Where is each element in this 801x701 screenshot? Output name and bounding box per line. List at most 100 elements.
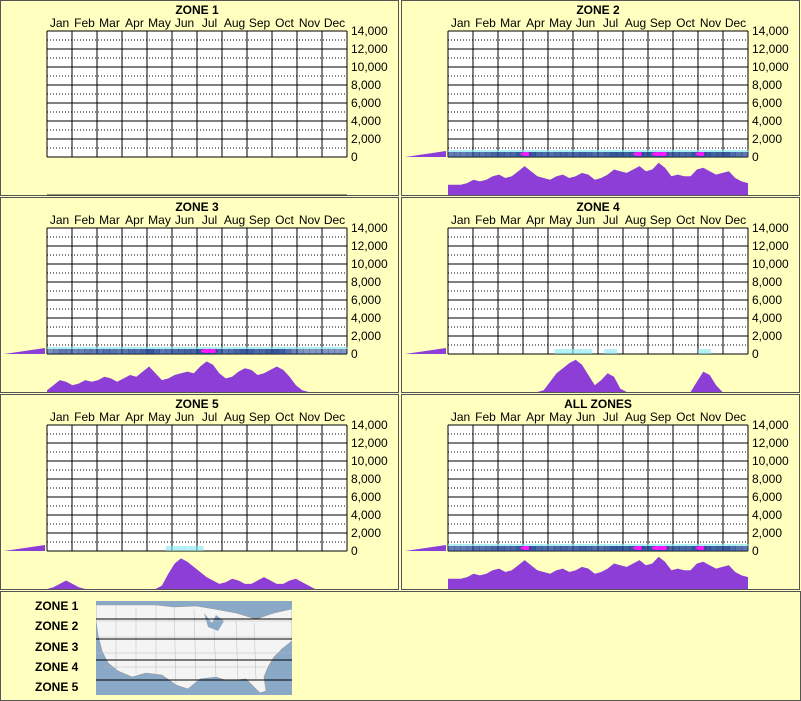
y-tick-label: 0 (752, 544, 759, 558)
month-label-jul: Jul (202, 213, 217, 227)
band-edge (190, 347, 198, 349)
band-cell (535, 546, 543, 551)
y-tick-label: 12,000 (351, 42, 388, 56)
band-cell (685, 546, 693, 551)
band-hotspot (658, 546, 670, 550)
band-cell (535, 152, 543, 157)
band-cell (641, 546, 649, 551)
grid-lines (46, 227, 348, 355)
band-edge (47, 347, 54, 349)
band-cell (541, 546, 549, 551)
band-cell (510, 546, 518, 551)
band-edge (548, 150, 555, 152)
band-cell (741, 152, 749, 157)
y-tick-label: 14,000 (752, 24, 789, 38)
band-edge (648, 150, 655, 152)
band-edge (566, 544, 574, 546)
band-cell (573, 546, 580, 551)
chart-title: ALL ZONES (564, 397, 632, 411)
month-label-feb: Feb (74, 213, 95, 227)
band-edge (723, 150, 730, 152)
chart-title: ZONE 5 (175, 397, 219, 411)
band-hotspot (695, 152, 707, 156)
month-label-feb: Feb (74, 410, 95, 424)
band-edge (604, 150, 611, 152)
month-label-jun: Jun (175, 16, 194, 30)
band-cell (65, 349, 73, 354)
low-level-side-bar (405, 545, 446, 551)
band-edge (178, 347, 185, 349)
density-band (554, 349, 711, 354)
month-label-may: May (549, 410, 572, 424)
panel-zone-4: ZONE 4 Jan Feb Mar Apr May Jun Jul Aug Sep Oct Nov D… (401, 197, 800, 393)
band-cell (704, 349, 711, 354)
band-edge (723, 544, 730, 546)
band-cell (303, 349, 310, 354)
band-cell (498, 152, 505, 157)
band-edge (635, 150, 643, 152)
band-edge (516, 150, 524, 152)
band-cell (610, 152, 618, 157)
band-cell (723, 152, 730, 157)
band-cell (259, 349, 267, 354)
chart-title: ZONE 3 (175, 200, 219, 214)
band-hotspot (520, 546, 532, 550)
band-edge (698, 544, 705, 546)
month-label-nov: Nov (299, 16, 320, 30)
band-cell (579, 349, 586, 354)
legend-zone-1-label: ZONE 1 (35, 599, 79, 613)
band-edge (454, 544, 461, 546)
band-edge (309, 347, 317, 349)
month-label-dec: Dec (324, 213, 345, 227)
band-cell (604, 349, 611, 354)
band-cell (109, 349, 117, 354)
band-edge (598, 544, 605, 546)
band-cell (84, 349, 92, 354)
band-edge (284, 347, 292, 349)
band-edge (666, 544, 674, 546)
month-label-jan: Jan (451, 213, 470, 227)
band-edge (109, 347, 117, 349)
band-edge (616, 150, 624, 152)
y-tick-label: 10,000 (752, 454, 789, 468)
band-cell (548, 546, 555, 551)
band-cell (479, 152, 486, 157)
month-label-may: May (148, 410, 171, 424)
band-cell (253, 349, 260, 354)
band-cell (240, 349, 248, 354)
band-edge (460, 150, 468, 152)
grid-lines (46, 424, 348, 552)
month-label-oct: Oct (676, 410, 695, 424)
band-cell (516, 152, 524, 157)
band-edge (691, 544, 699, 546)
band-edge (97, 347, 104, 349)
month-label-apr: Apr (125, 410, 144, 424)
band-cell (710, 152, 718, 157)
band-cell (473, 546, 480, 551)
band-edge (203, 347, 210, 349)
band-cell (165, 546, 173, 551)
y-tick-label: 6,000 (351, 490, 381, 504)
band-cell (691, 546, 699, 551)
month-label-dec: Dec (725, 213, 746, 227)
y-tick-label: 2,000 (351, 132, 381, 146)
month-label-aug: Aug (224, 410, 245, 424)
band-edge (741, 150, 749, 152)
band-cell (616, 546, 624, 551)
band-hotspot (207, 349, 219, 353)
band-edge (90, 347, 98, 349)
us-zone-map (96, 601, 292, 695)
band-edge (84, 347, 92, 349)
band-cell (460, 546, 468, 551)
band-edge (523, 150, 530, 152)
band-cell (566, 349, 574, 354)
band-cell (272, 349, 279, 354)
month-label-apr: Apr (125, 213, 144, 227)
band-edge (491, 150, 499, 152)
month-label-oct: Oct (676, 16, 695, 30)
band-cell (466, 546, 474, 551)
band-cell (573, 349, 580, 354)
band-edge (554, 544, 561, 546)
band-edge (140, 347, 148, 349)
band-cell (460, 152, 468, 157)
